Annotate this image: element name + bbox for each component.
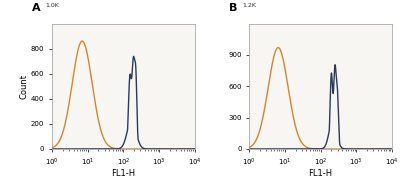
X-axis label: FL1-H: FL1-H bbox=[111, 169, 136, 178]
Y-axis label: Count: Count bbox=[19, 74, 28, 99]
Text: 1.0K: 1.0K bbox=[45, 4, 59, 8]
X-axis label: FL1-H: FL1-H bbox=[308, 169, 333, 178]
Text: A: A bbox=[32, 4, 41, 14]
Text: 1.2K: 1.2K bbox=[242, 4, 256, 8]
Text: B: B bbox=[229, 4, 238, 14]
